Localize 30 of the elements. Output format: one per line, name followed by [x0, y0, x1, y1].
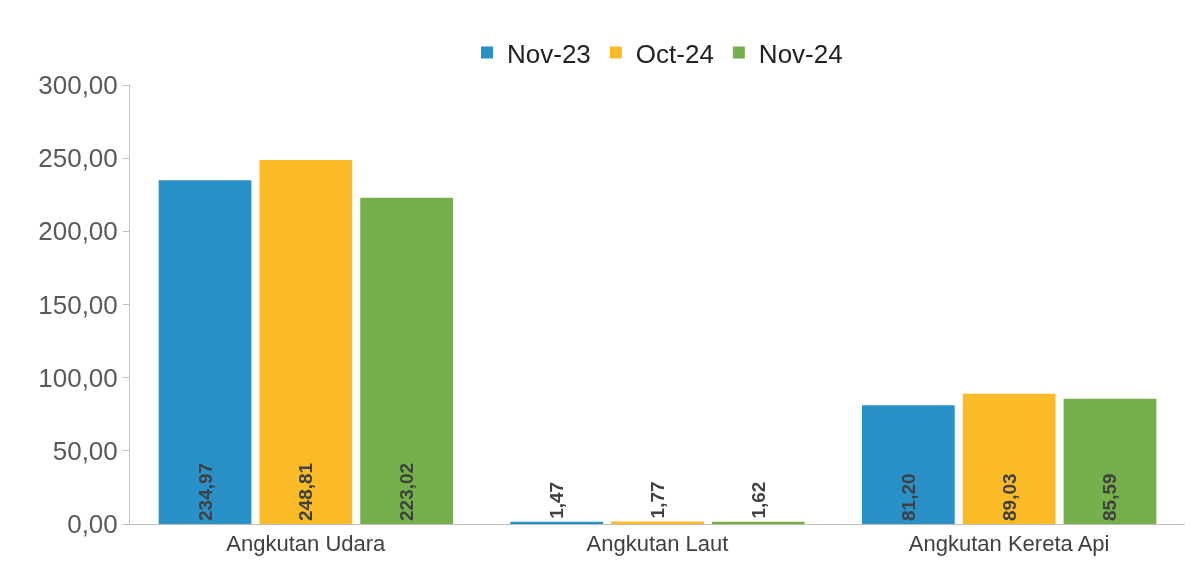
- bar: [259, 159, 353, 524]
- data-label: 248,81: [295, 462, 317, 521]
- x-tick-label: Angkutan Udara: [226, 531, 387, 557]
- bar: [611, 521, 704, 524]
- bar: [1063, 398, 1157, 524]
- y-tick-label: 200,00: [38, 216, 118, 247]
- bar: [510, 521, 604, 524]
- x-tick-label: Angkutan Laut: [586, 531, 729, 557]
- data-label: 81,20: [897, 473, 919, 521]
- y-tick-label: 250,00: [38, 143, 118, 174]
- data-label: 1,47: [546, 481, 568, 519]
- data-label: 1,62: [747, 481, 769, 519]
- y-tick-label: 300,00: [38, 70, 118, 101]
- bar: [962, 393, 1056, 524]
- x-tick-label: Angkutan Kereta Api: [908, 531, 1110, 557]
- y-tick-label: 50,00: [52, 435, 118, 466]
- legend-label: Oct-24: [635, 38, 714, 69]
- legend-label: Nov-23: [507, 38, 591, 69]
- data-label: 234,97: [194, 462, 216, 521]
- data-label: 1,77: [647, 481, 668, 519]
- y-tick-label: 150,00: [38, 289, 118, 320]
- y-tick-label: 0,00: [67, 509, 118, 540]
- data-label: 223,02: [396, 462, 418, 521]
- bar: [158, 180, 252, 524]
- data-label: 89,03: [998, 473, 1020, 521]
- bar: [861, 405, 955, 524]
- data-label: 85,59: [1099, 473, 1121, 521]
- bar: [360, 197, 454, 524]
- legend-label: Nov-24: [758, 38, 843, 69]
- y-tick-label: 100,00: [38, 362, 118, 393]
